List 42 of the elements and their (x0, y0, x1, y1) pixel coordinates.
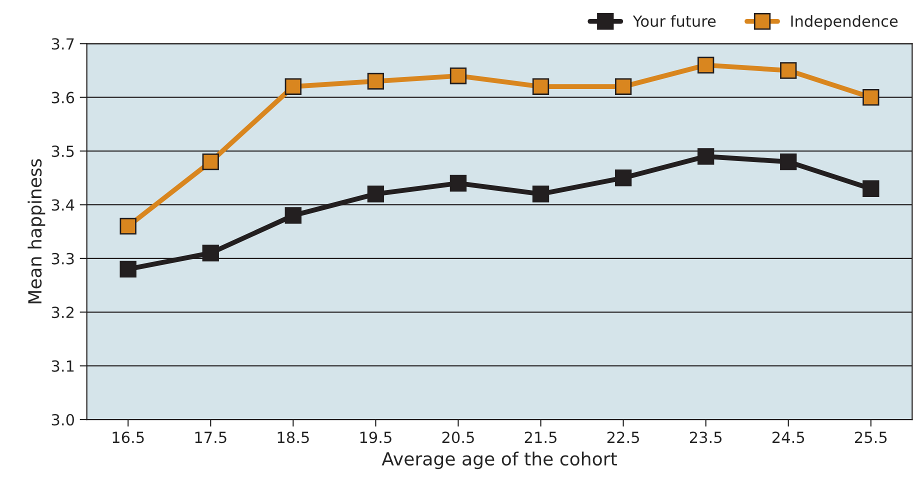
y-tick-label: 3.1 (52, 360, 74, 372)
point (862, 89, 880, 106)
point (284, 78, 302, 95)
x-tick-label: 19.5 (360, 432, 392, 444)
x-tick-label: 20.5 (442, 432, 474, 444)
x-tick-label: 22.5 (607, 432, 639, 444)
point (614, 170, 632, 186)
x-tick-label: 21.5 (524, 432, 556, 444)
x-tick-label: 16.5 (112, 432, 144, 444)
point (120, 218, 136, 235)
point (614, 78, 632, 95)
x-tick-label: 25.5 (855, 432, 887, 444)
y-axis-title: Mean happiness (28, 159, 46, 304)
y-tick-label: 3.5 (52, 146, 74, 158)
y-tick-label: 3.2 (52, 306, 74, 318)
y-tick-label: 3.0 (52, 414, 74, 426)
x-tick-label: 23.5 (690, 432, 722, 444)
y-tick-label: 3.6 (52, 92, 74, 104)
point (450, 174, 467, 192)
point (698, 148, 714, 165)
x-tick-label: 24.5 (772, 432, 804, 444)
point (120, 260, 136, 278)
point (367, 186, 384, 202)
point (202, 153, 219, 170)
legend-label: Your future (632, 15, 716, 27)
legend-label: Independence (791, 15, 898, 30)
x-tick-label: 17.5 (195, 432, 226, 444)
point (202, 244, 219, 262)
point (862, 180, 880, 197)
point (780, 153, 797, 170)
point (532, 78, 550, 95)
point (284, 207, 302, 224)
point (532, 186, 550, 202)
x-tick-label: 18.5 (278, 432, 309, 444)
y-tick-label: 3.3 (52, 252, 74, 264)
y-tick-label: 3.4 (52, 199, 74, 211)
point (780, 62, 797, 79)
y-tick-label: 3.7 (52, 38, 74, 50)
point (450, 68, 467, 84)
point (367, 72, 384, 90)
point (698, 56, 714, 74)
x-axis-title: Average age of the cohort (382, 452, 617, 470)
